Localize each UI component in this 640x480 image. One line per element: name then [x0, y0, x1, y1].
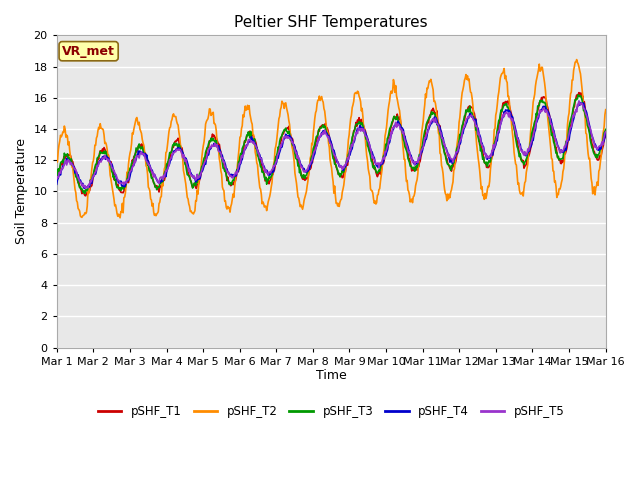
Text: VR_met: VR_met — [62, 45, 115, 58]
X-axis label: Time: Time — [316, 370, 347, 383]
Y-axis label: Soil Temperature: Soil Temperature — [15, 138, 28, 244]
Legend: pSHF_T1, pSHF_T2, pSHF_T3, pSHF_T4, pSHF_T5: pSHF_T1, pSHF_T2, pSHF_T3, pSHF_T4, pSHF… — [93, 400, 569, 423]
Title: Peltier SHF Temperatures: Peltier SHF Temperatures — [234, 15, 428, 30]
